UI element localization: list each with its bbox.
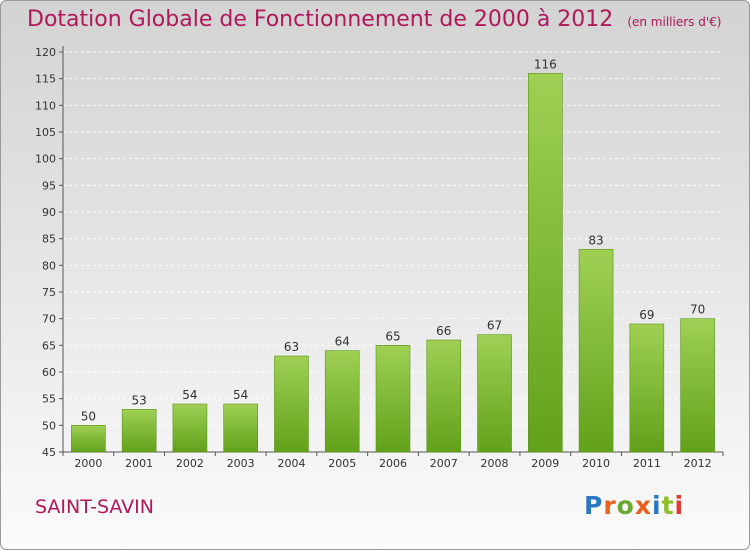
y-tick-label: 55 [42,393,56,406]
data-label-2008: 67 [487,319,502,333]
y-tick-label: 85 [42,233,56,246]
bar-2000 [71,425,106,453]
logo-letter: i [652,491,662,520]
data-labels: 50 53 54 54 63 64 65 66 67 116 83 69 70 [81,57,706,423]
data-label-2000: 50 [81,409,96,423]
chart-title: Dotation Globale de Fonctionnement de 20… [27,7,721,32]
logo-letter: r [603,491,617,520]
data-label-2004: 63 [284,340,299,354]
data-label-2001: 53 [132,393,147,407]
data-label-2007: 66 [436,324,451,338]
x-tick-label: 2006 [379,457,407,470]
x-tick-label: 2002 [176,457,204,470]
x-tick-label: 2004 [277,457,305,470]
y-tick-label: 45 [42,446,56,459]
axes: 45 50 55 60 65 70 75 80 85 90 95 100 105 110 115 120 200… [35,46,724,470]
y-tick-label: 70 [42,313,56,326]
y-tick-label: 75 [42,286,56,299]
y-tick-label: 95 [42,179,56,192]
bar-2010 [578,249,614,453]
x-tick-label: 2008 [481,457,509,470]
y-tick-label: 100 [35,153,56,166]
y-tick-label: 115 [35,73,56,86]
y-tick-label: 65 [42,339,56,352]
x-tick-label: 2003 [227,457,255,470]
bar-2012 [680,318,715,453]
y-tick-label: 80 [42,259,56,272]
y-tick-label: 120 [35,46,56,59]
logo-letter: o [616,491,635,520]
data-label-2002: 54 [182,388,197,402]
bar-2002 [172,403,208,453]
data-label-2005: 64 [335,335,350,349]
x-tick-label: 2009 [531,457,559,470]
chart-title-text: Dotation Globale de Fonctionnement de 20… [27,7,614,32]
bar-2003 [223,403,258,453]
data-label-2010: 83 [588,233,603,247]
data-label-2003: 54 [233,388,248,402]
bars [71,73,715,453]
logo-letter: t [661,491,675,520]
bar-2009 [528,73,563,453]
x-tick-label: 2005 [328,457,356,470]
logo-letter: x [634,491,652,520]
data-label-2006: 65 [385,329,400,343]
bar-2007 [426,339,462,453]
x-tick-label: 2000 [74,457,102,470]
x-tick-label: 2012 [684,457,712,470]
x-tick-label: 2010 [582,457,610,470]
bar-2005 [324,350,360,453]
bar-2004 [274,355,309,453]
y-tick-label: 110 [35,99,56,112]
logo-letter: P [584,491,604,520]
x-tick-label: 2007 [430,457,458,470]
data-label-2009: 116 [534,57,557,71]
commune-name: SAINT-SAVIN [35,496,154,518]
x-tick-label: 2011 [633,457,661,470]
y-tick-label: 105 [35,126,56,139]
x-tick-label: 2001 [125,457,153,470]
data-label-2012: 70 [690,303,705,317]
bar-2001 [121,409,157,453]
logo-letter: i [674,491,685,520]
data-label-2011: 69 [639,308,654,322]
y-tick-label: 60 [42,366,56,379]
bar-2006 [375,345,411,453]
chart-subtitle: (en milliers d'€) [627,15,722,29]
proxiti-logo[interactable]: Proxiti [584,491,684,520]
y-tick-label: 90 [42,206,56,219]
bar-2008 [477,334,512,453]
bar-2011 [629,323,665,453]
y-tick-label: 50 [42,419,56,432]
